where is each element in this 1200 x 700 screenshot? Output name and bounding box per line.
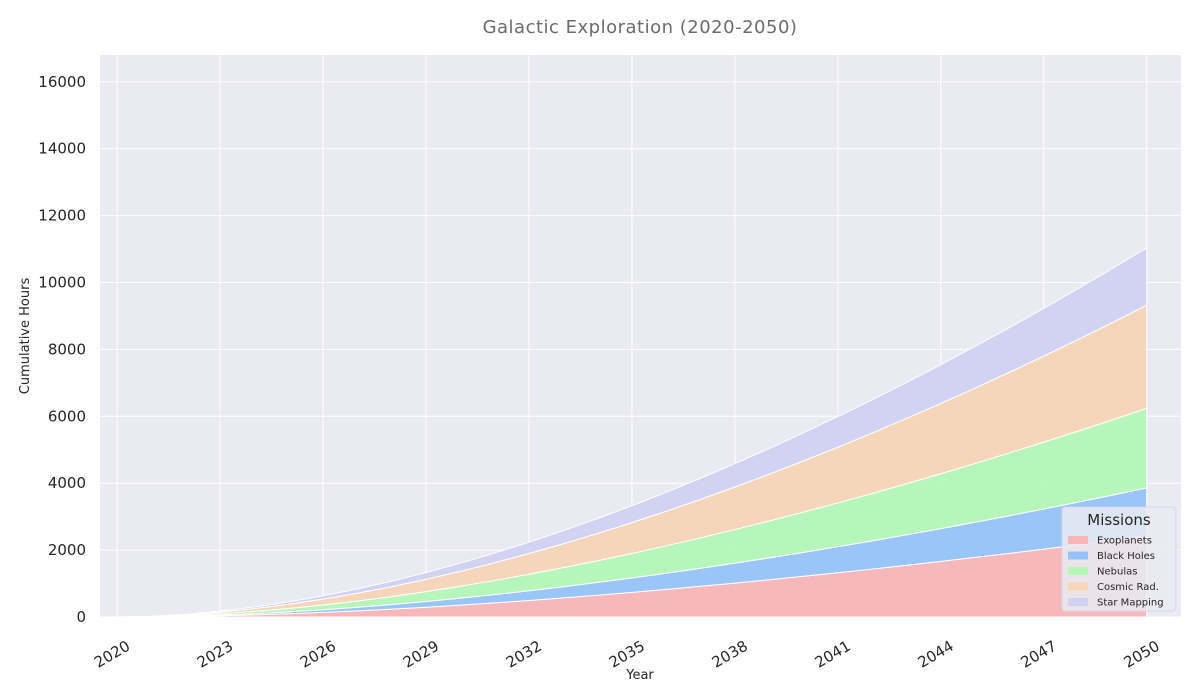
x-tick-label: 2035 <box>606 637 648 672</box>
legend-swatch <box>1068 582 1088 591</box>
y-tick-label: 14000 <box>38 140 86 158</box>
legend-entry: Star Mapping <box>1097 598 1164 609</box>
x-tick-label: 2047 <box>1018 637 1060 672</box>
legend-swatch <box>1068 598 1088 606</box>
y-tick-label: 0 <box>76 608 86 626</box>
y-tick-label: 4000 <box>48 474 86 492</box>
area-star-mapping <box>117 246 1148 618</box>
area-series <box>117 246 1148 618</box>
x-axis-label: Year <box>625 668 654 683</box>
legend-items: Exoplanets Black Holes Nebulas Cosmic Rad. S… <box>1068 536 1164 609</box>
legend: Missions Exoplanets Black Holes Nebulas Cos… <box>1061 506 1177 612</box>
x-tick-label: 2023 <box>194 637 236 672</box>
legend-swatch <box>1068 567 1088 575</box>
legend-box <box>1061 506 1177 612</box>
legend-title: Missions <box>1087 511 1151 529</box>
y-tick-label: 2000 <box>48 541 86 559</box>
chart-title: Galactic Exploration (2020-2050) <box>483 17 798 38</box>
x-tick-label: 2032 <box>503 637 545 672</box>
y-tick-label: 12000 <box>38 207 86 225</box>
y-tick-label: 6000 <box>48 407 86 425</box>
x-axis-ticks: 2020 2023 2026 2029 2032 2035 2038 2041 2044 2047… <box>91 637 1163 672</box>
y-tick-label: 10000 <box>38 273 86 291</box>
x-tick-label: 2020 <box>91 637 133 672</box>
legend-swatch <box>1068 536 1088 544</box>
x-tick-label: 2041 <box>812 637 854 672</box>
x-tick-label: 2044 <box>915 637 957 672</box>
x-tick-label: 2026 <box>297 637 339 672</box>
y-tick-label: 16000 <box>38 73 86 91</box>
y-axis-label: Cumulative Hours <box>18 278 33 395</box>
x-tick-label: 2038 <box>709 637 751 672</box>
y-axis-ticks: 0 2000 4000 6000 8000 10000 12000 14000 16000 <box>38 73 86 626</box>
x-tick-label: 2050 <box>1121 637 1163 672</box>
legend-entry: Exoplanets <box>1097 536 1152 547</box>
y-tick-label: 8000 <box>48 340 86 358</box>
legend-entry: Black Holes <box>1097 551 1155 562</box>
legend-swatch <box>1068 551 1088 560</box>
legend-entry: Nebulas <box>1097 567 1137 578</box>
x-tick-label: 2029 <box>400 637 442 672</box>
legend-entry: Cosmic Rad. <box>1097 582 1159 593</box>
